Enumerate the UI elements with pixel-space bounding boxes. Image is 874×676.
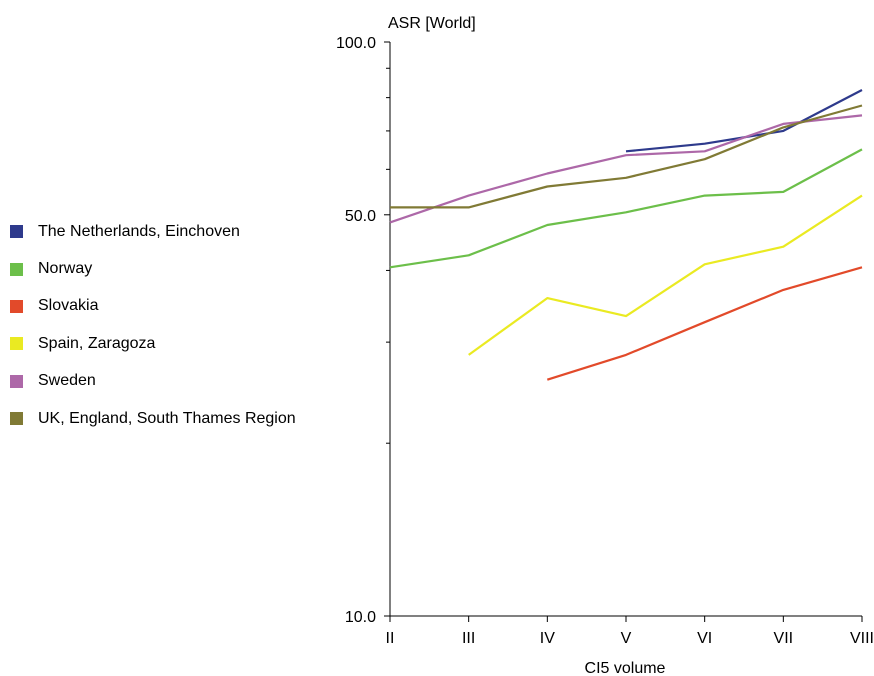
legend-label: UK, England, South Thames Region — [38, 409, 296, 427]
legend-label: Sweden — [38, 372, 96, 390]
series-line-spain-zaragoza — [468, 194, 863, 356]
x-axis-label: CI5 volume — [585, 660, 666, 676]
legend-label: Slovakia — [38, 297, 99, 315]
legend-item: Sweden — [10, 363, 296, 400]
series-line-slovakia — [546, 266, 863, 381]
y-tick-label: 50.0 — [345, 208, 376, 225]
series-line-norway — [389, 148, 863, 269]
series-lines — [389, 89, 863, 381]
legend-swatch — [10, 374, 23, 388]
legend-swatch — [10, 299, 23, 313]
legend-item: Slovakia — [10, 288, 296, 325]
legend-item: Spain, Zaragoza — [10, 325, 296, 362]
legend-item: UK, England, South Thames Region — [10, 400, 296, 437]
x-tick-label: VI — [697, 630, 712, 647]
series-line-the-netherlands-einchoven — [625, 89, 863, 153]
legend-item: Norway — [10, 250, 296, 287]
y-ticks: 100.0 50.0 10.0 — [336, 35, 390, 626]
legend-swatch — [10, 337, 23, 351]
y-tick-label: 100.0 — [336, 35, 376, 52]
chart-axes — [389, 42, 862, 617]
chart-legend: The Netherlands, Einchoven Norway Slovakia… — [10, 213, 296, 437]
y-axis-label: ASR [World] — [388, 15, 476, 32]
x-tick-label: III — [462, 630, 475, 647]
x-tick-label: IV — [540, 630, 555, 647]
x-tick-label: II — [386, 630, 395, 647]
legend-item: The Netherlands, Einchoven — [10, 213, 296, 250]
x-tick-label: VIII — [850, 630, 874, 647]
legend-label: Spain, Zaragoza — [38, 334, 156, 352]
y-tick-label: 10.0 — [345, 609, 376, 626]
x-tick-label: VII — [774, 630, 794, 647]
series-line-sweden — [389, 114, 863, 224]
legend-label: The Netherlands, Einchoven — [38, 222, 240, 240]
x-ticks: II III IV V VI VII VIII — [386, 616, 874, 647]
legend-swatch — [10, 412, 23, 426]
legend-swatch — [10, 262, 23, 276]
x-tick-label: V — [621, 630, 632, 647]
series-line-uk-england-south-thames-region — [390, 104, 863, 209]
legend-swatch — [10, 225, 23, 239]
legend-label: Norway — [38, 260, 93, 278]
